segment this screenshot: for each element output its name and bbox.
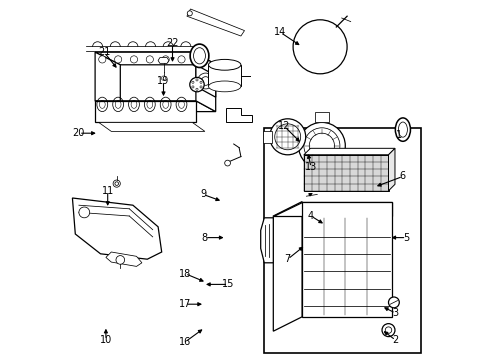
Ellipse shape	[208, 81, 241, 92]
Text: 14: 14	[274, 27, 286, 37]
Polygon shape	[273, 202, 302, 331]
Text: 7: 7	[284, 254, 290, 264]
Polygon shape	[226, 108, 251, 122]
Polygon shape	[106, 252, 142, 266]
Circle shape	[113, 180, 120, 187]
Polygon shape	[186, 9, 244, 36]
Circle shape	[191, 86, 194, 88]
Circle shape	[178, 56, 185, 63]
Circle shape	[196, 88, 198, 90]
Bar	[314, 112, 328, 122]
Circle shape	[387, 297, 399, 308]
Text: 17: 17	[179, 299, 191, 309]
Circle shape	[311, 39, 327, 55]
Circle shape	[79, 207, 89, 218]
Text: 3: 3	[392, 308, 398, 318]
Text: 5: 5	[403, 233, 409, 243]
Circle shape	[200, 81, 202, 83]
Circle shape	[162, 56, 169, 63]
Polygon shape	[72, 198, 162, 259]
Circle shape	[191, 81, 194, 83]
Circle shape	[116, 256, 124, 264]
Polygon shape	[95, 101, 215, 112]
Ellipse shape	[193, 48, 205, 64]
Circle shape	[224, 160, 230, 166]
Circle shape	[294, 22, 345, 72]
Text: 16: 16	[179, 337, 191, 347]
Ellipse shape	[190, 44, 208, 68]
Circle shape	[201, 77, 209, 85]
Polygon shape	[196, 52, 215, 112]
Text: 8: 8	[202, 233, 207, 243]
Text: 15: 15	[222, 279, 234, 289]
Polygon shape	[260, 218, 273, 263]
Circle shape	[299, 26, 340, 68]
Circle shape	[274, 124, 300, 150]
Circle shape	[161, 76, 165, 80]
Text: 2: 2	[392, 335, 398, 345]
Text: 21: 21	[98, 47, 110, 57]
Polygon shape	[95, 101, 196, 122]
Circle shape	[269, 119, 305, 155]
Circle shape	[309, 133, 334, 158]
Circle shape	[114, 56, 122, 63]
Text: 18: 18	[179, 269, 191, 279]
Polygon shape	[99, 122, 204, 131]
Bar	[208, 65, 241, 86]
Text: 12: 12	[277, 121, 290, 131]
Polygon shape	[196, 65, 215, 97]
Text: 4: 4	[307, 211, 313, 221]
Bar	[303, 155, 387, 191]
Text: 10: 10	[100, 335, 112, 345]
Polygon shape	[302, 202, 391, 317]
Text: 1: 1	[395, 130, 402, 140]
Circle shape	[146, 56, 153, 63]
Circle shape	[303, 30, 336, 63]
Polygon shape	[95, 52, 215, 65]
Circle shape	[189, 77, 204, 92]
Polygon shape	[158, 58, 168, 63]
Circle shape	[99, 56, 106, 63]
Ellipse shape	[398, 122, 407, 137]
Bar	[262, 131, 271, 143]
Circle shape	[197, 73, 213, 89]
Ellipse shape	[394, 118, 409, 141]
Circle shape	[200, 86, 202, 88]
Circle shape	[130, 56, 137, 63]
Circle shape	[381, 324, 394, 337]
Circle shape	[292, 20, 346, 74]
Polygon shape	[273, 202, 391, 216]
Polygon shape	[387, 148, 394, 191]
Polygon shape	[95, 52, 120, 112]
Circle shape	[385, 327, 391, 333]
Ellipse shape	[208, 59, 241, 70]
Circle shape	[115, 182, 118, 185]
Circle shape	[187, 11, 192, 16]
Circle shape	[196, 79, 198, 81]
Circle shape	[298, 122, 345, 169]
Text: 13: 13	[305, 162, 317, 172]
Bar	[264, 128, 420, 353]
Text: 19: 19	[157, 76, 169, 86]
Text: 20: 20	[73, 128, 85, 138]
Circle shape	[307, 35, 332, 59]
Text: 9: 9	[200, 189, 206, 199]
Text: 6: 6	[399, 171, 405, 181]
Text: 22: 22	[166, 38, 179, 48]
Text: 11: 11	[102, 186, 114, 196]
Polygon shape	[303, 148, 394, 155]
Circle shape	[303, 128, 339, 164]
